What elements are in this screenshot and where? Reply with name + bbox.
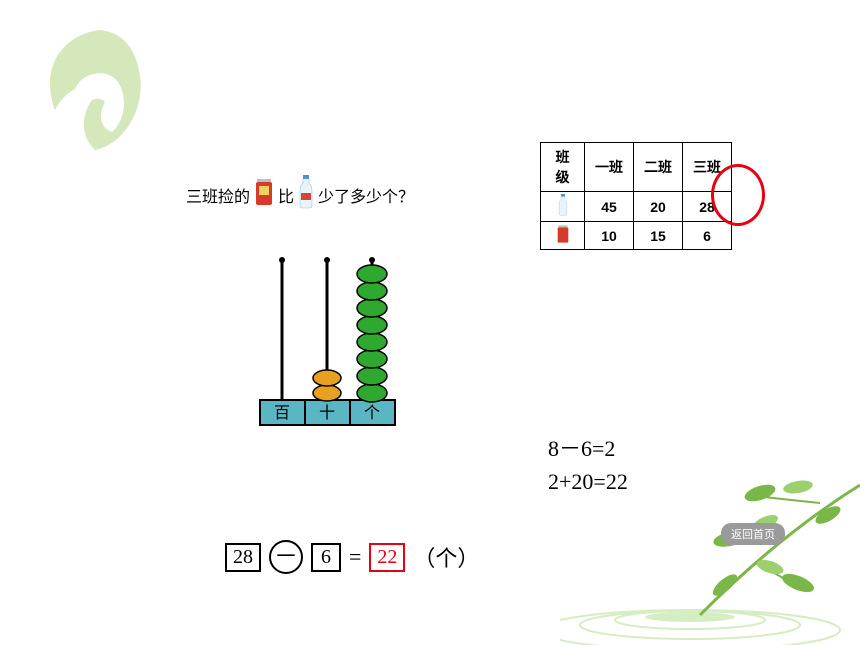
operand-b-box: 6 <box>311 543 341 572</box>
table-header: 一班 <box>585 143 634 192</box>
abacus-label-ones: 个 <box>364 404 380 422</box>
operand-a-box: 28 <box>225 543 261 572</box>
operator: － <box>274 545 298 569</box>
table-cell: 10 <box>585 222 634 250</box>
calc-line: 8－6=2 <box>548 432 628 465</box>
result-box: 22 <box>369 543 405 572</box>
decorative-leaf-top <box>30 20 170 160</box>
table-cell: 15 <box>634 222 683 250</box>
question-middle: 比 <box>278 183 294 207</box>
question-suffix: 少了多少个？ <box>318 183 414 207</box>
table-row: 45 20 28 <box>541 192 732 222</box>
table-row: 10 15 6 <box>541 222 732 250</box>
table-cell: 20 <box>634 192 683 222</box>
abacus-label-tens: 十 <box>319 404 335 422</box>
unit-label: （个） <box>413 541 479 573</box>
bottle-icon <box>541 192 585 222</box>
question-prefix: 三班捡的 <box>186 183 250 207</box>
equation-line: 28 － 6 = 22 （个） <box>225 540 479 574</box>
data-table: 班级 一班 二班 三班 45 20 28 10 15 6 <box>540 142 732 250</box>
abacus-diagram: 百 十 个 <box>255 250 405 430</box>
abacus-label-hundreds: 百 <box>274 405 290 422</box>
table-header: 班级 <box>541 143 585 192</box>
can-icon <box>254 177 274 212</box>
table-row: 班级 一班 二班 三班 <box>541 143 732 192</box>
table-header: 二班 <box>634 143 683 192</box>
bottle-icon <box>298 175 314 214</box>
question-text: 三班捡的 比 少了多少个？ <box>186 175 414 214</box>
operator-circle: － <box>269 540 303 574</box>
table-cell: 28 <box>683 192 732 222</box>
calc-line: 2+20=22 <box>548 465 628 498</box>
side-calculations: 8－6=2 2+20=22 <box>548 432 628 498</box>
table-header: 三班 <box>683 143 732 192</box>
table-cell: 6 <box>683 222 732 250</box>
table-cell: 45 <box>585 192 634 222</box>
equals-sign: = <box>349 544 361 570</box>
back-button[interactable]: 返回首页 <box>721 523 785 545</box>
can-icon <box>541 222 585 250</box>
